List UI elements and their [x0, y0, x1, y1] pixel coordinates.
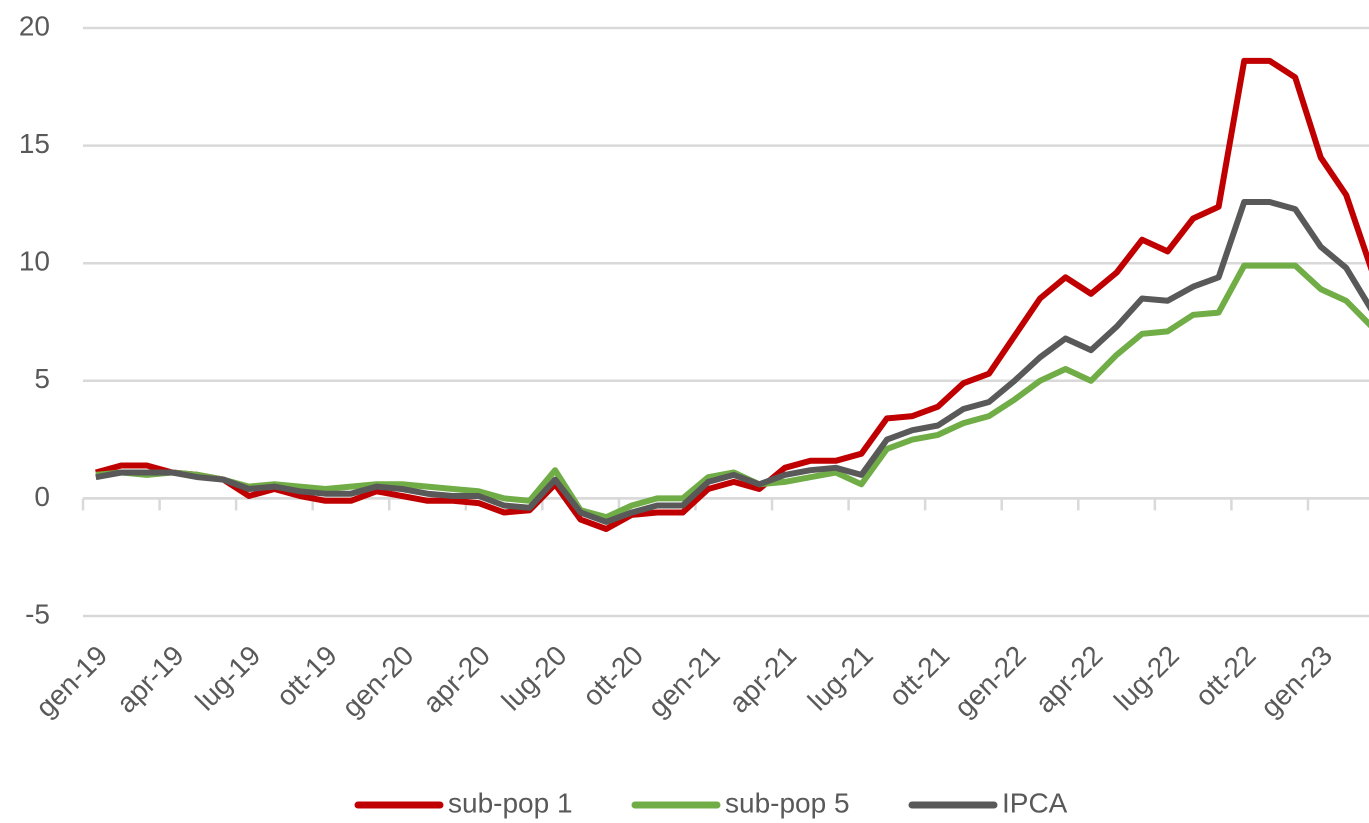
series-line: [95, 57, 1369, 532]
series-line: [95, 199, 1369, 525]
legend-label: IPCA: [1002, 787, 1068, 818]
x-tick-label: gen-22: [948, 640, 1032, 724]
y-tick-label: 10: [19, 246, 50, 277]
x-tick-label: apr-20: [417, 640, 496, 719]
x-tick-label: apr-21: [723, 640, 802, 719]
x-tick-label: gen-19: [30, 640, 114, 724]
x-tick-label: lug-20: [496, 640, 573, 717]
y-tick-label: 15: [19, 128, 50, 159]
x-tick-label: ott-21: [883, 640, 956, 713]
x-tick-label: ott-19: [270, 640, 343, 713]
y-tick-label: 20: [19, 10, 50, 41]
legend-label: sub-pop 5: [725, 787, 850, 818]
x-tick-label: lug-19: [189, 640, 266, 717]
legend-label: sub-pop 1: [448, 787, 573, 818]
x-tick-label: lug-21: [802, 640, 879, 717]
x-tick-label: apr-22: [1029, 640, 1108, 719]
x-tick-label: ott-20: [577, 640, 650, 713]
x-tick-label: gen-20: [336, 640, 420, 724]
x-tick-label: apr-19: [111, 640, 190, 719]
x-tick-label: gen-21: [642, 640, 726, 724]
y-tick-label: -5: [25, 598, 50, 629]
y-tick-label: 0: [34, 481, 50, 512]
x-tick-label: lug-22: [1108, 640, 1185, 717]
x-tick-label: ott-22: [1189, 640, 1262, 713]
x-tick-label: gen-23: [1255, 640, 1339, 724]
y-tick-label: 5: [34, 363, 50, 394]
